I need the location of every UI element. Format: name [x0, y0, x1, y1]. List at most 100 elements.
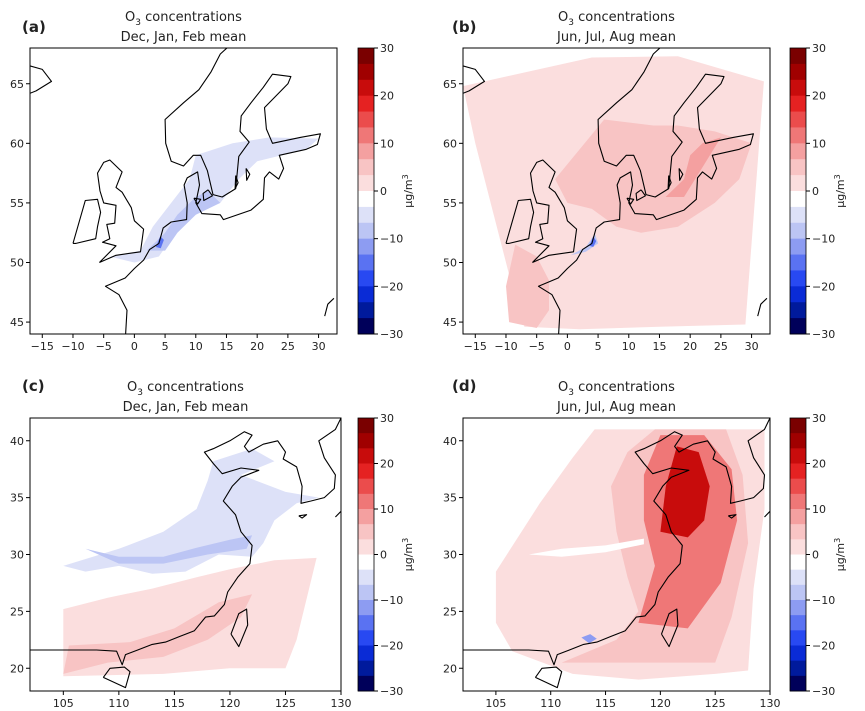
x-tick-label: 105 — [485, 697, 506, 710]
coastline — [764, 510, 770, 518]
colorbar-band — [790, 286, 806, 303]
colorbar-band — [358, 159, 374, 176]
colorbar-tick-label: 20 — [812, 90, 826, 103]
y-tick-label: 65 — [443, 78, 457, 91]
heatmap-fills — [463, 418, 770, 689]
colorbar-tick-label: −20 — [380, 280, 403, 293]
colorbar-band — [790, 159, 806, 176]
coastline — [757, 297, 768, 317]
y-tick-label: 30 — [443, 549, 457, 562]
colorbar-band — [358, 95, 374, 113]
coastline — [193, 197, 202, 205]
colorbar-band — [358, 463, 374, 480]
colorbar-band — [790, 111, 806, 128]
y-tick-label: 55 — [443, 197, 457, 210]
colorbar-band — [790, 584, 806, 601]
heatmap-fills — [30, 48, 335, 334]
colorbar-band — [790, 270, 806, 287]
colorbar-band — [790, 645, 806, 662]
colorbar-band — [790, 222, 806, 240]
colorbar-band — [790, 630, 806, 646]
colorbar-band — [358, 254, 374, 271]
panel-title: O3 concentrations — [558, 10, 675, 28]
y-tick-label: 50 — [10, 257, 24, 270]
colorbar-band — [790, 509, 806, 525]
plot-frame — [29, 47, 338, 335]
x-tick-label: 0 — [564, 340, 571, 353]
coastline — [234, 175, 239, 190]
heatmap-region-decrease — [63, 448, 319, 574]
colorbar-band — [358, 206, 374, 224]
colorbar-band — [358, 433, 374, 449]
colorbar-band — [790, 175, 806, 192]
y-tick-label: 35 — [443, 492, 457, 505]
colorbar-band — [790, 143, 806, 160]
panel-subtitle: Dec, Jan, Feb mean — [123, 400, 249, 415]
colorbar-tick-label: 30 — [380, 412, 394, 425]
colorbar-unit: μg/m3 — [833, 538, 847, 572]
colorbar-band — [790, 302, 806, 319]
colorbar-tick-label: −20 — [380, 640, 403, 653]
colorbar-tick-label: −30 — [812, 685, 835, 698]
colorbar-band — [358, 539, 374, 555]
x-tick-label: 115 — [164, 697, 185, 710]
colorbar-tick-label: −10 — [812, 594, 835, 607]
x-tick-label: 105 — [53, 697, 74, 710]
colorbar-tick-label: −30 — [380, 685, 403, 698]
colorbar-band — [358, 222, 374, 240]
x-tick-label: 0 — [131, 340, 138, 353]
x-tick-label: 15 — [652, 340, 666, 353]
colorbar-band — [358, 478, 374, 495]
x-tick-label: 5 — [162, 340, 169, 353]
colorbar-band — [790, 448, 806, 464]
y-tick-label: 40 — [10, 435, 24, 448]
y-tick-label: 25 — [443, 605, 457, 618]
colorbar-band — [790, 660, 806, 677]
x-tick-label: 125 — [275, 697, 296, 710]
coastline — [678, 168, 684, 181]
colorbar-band — [358, 318, 374, 335]
colorbar-tick-label: 0 — [380, 549, 387, 562]
colorbar-band — [790, 433, 806, 449]
coastline — [230, 608, 249, 648]
colorbar-band — [790, 63, 806, 81]
coastline — [102, 666, 131, 689]
panel-title: O3 concentrations — [127, 380, 244, 398]
colorbar-tick-label: 0 — [812, 549, 819, 562]
heatmap-hotspot-decrease — [155, 236, 164, 249]
x-tick-label: 30 — [312, 340, 326, 353]
heatmap-fills — [463, 48, 768, 334]
x-tick-label: 110 — [108, 697, 129, 710]
colorbar-band — [358, 79, 374, 97]
colorbar-band — [790, 600, 806, 616]
panel-c: 105 110 115 120 125 130 20 25 30 35 40 O3 concentra… — [10, 377, 415, 710]
panel-b: −15 −10 −5 0 5 10 15 20 25 30 45 50 55 60 65 O3 concent… — [443, 10, 847, 353]
x-tick-label: 125 — [705, 697, 726, 710]
colorbar-unit: μg/m3 — [401, 538, 415, 572]
colorbar-band — [790, 615, 806, 631]
colorbar-tick-label: −20 — [812, 640, 835, 653]
colorbar-band — [358, 675, 374, 692]
coastline — [335, 510, 341, 518]
colorbar-band — [358, 48, 374, 65]
y-tick-label: 20 — [10, 662, 24, 675]
colorbar-tick-label: 0 — [380, 185, 387, 198]
colorbar-tick-label: 0 — [812, 185, 819, 198]
coastline — [534, 666, 563, 689]
colorbar-tick-label: 20 — [380, 458, 394, 471]
x-tick-label: 10 — [622, 340, 636, 353]
colorbar: 30 20 10 0 −10 −20 −30 μg/m3 — [357, 412, 415, 698]
colorbar-tick-label: 20 — [380, 90, 394, 103]
colorbar-band — [358, 660, 374, 677]
colorbar-tick-label: 10 — [380, 137, 394, 150]
colorbar-band — [358, 615, 374, 631]
colorbar-band — [358, 302, 374, 319]
colorbar-band — [790, 418, 806, 434]
coastline — [324, 297, 335, 317]
coastline — [202, 189, 213, 202]
colorbar-tick-label: 30 — [380, 42, 394, 55]
heatmap-region-decrease — [85, 535, 253, 564]
colorbar-band — [790, 493, 806, 510]
plot-frame — [462, 47, 771, 335]
colorbar-band — [790, 79, 806, 97]
